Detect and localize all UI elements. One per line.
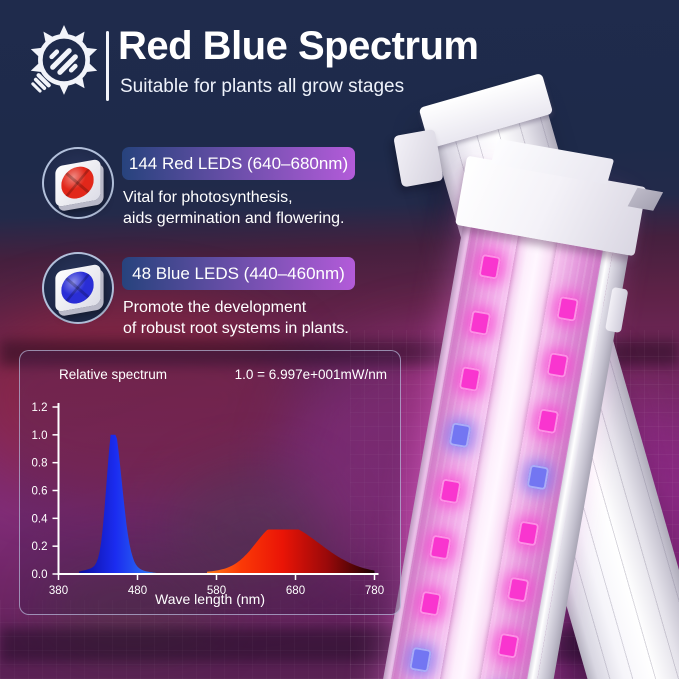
red-leds-badge-label: 144 Red LEDS (640–680nm) — [128, 153, 349, 173]
x-tick-label: 580 — [207, 585, 226, 597]
led-chip-dome — [61, 268, 94, 307]
blue-leds-badge-label: 48 Blue LEDS (440–460nm) — [132, 263, 345, 283]
red-leds-description: Vital for photosynthesis, aids germinati… — [123, 187, 344, 229]
y-tick-label: 0.0 — [32, 569, 48, 581]
x-tick-label: 480 — [128, 585, 147, 597]
red-led — [496, 632, 520, 659]
red-led-chip — [42, 147, 114, 219]
spectrum-chart: 0.0 0.2 0.4 0.6 0.8 1.0 1.2 380 480 580 680 780 — [32, 402, 385, 597]
y-tick-label: 0.8 — [32, 458, 48, 470]
chart-x-axis-label: Wave length (nm) — [155, 591, 265, 607]
y-tick-label: 0.6 — [32, 486, 48, 498]
y-tick-label: 1.2 — [32, 402, 48, 414]
red-led — [419, 590, 442, 617]
red-led — [506, 576, 530, 603]
red-led — [468, 309, 492, 336]
y-tick-label: 0.2 — [32, 541, 48, 553]
blue-led-chip — [42, 252, 114, 324]
mounting-bracket — [393, 128, 444, 188]
red-led — [556, 295, 579, 322]
led-chip-dome — [61, 163, 94, 202]
page-title: Red Blue Spectrum — [118, 24, 479, 68]
grow-tent-mesh-texture — [0, 600, 420, 679]
blue-led — [409, 646, 432, 673]
spectrum-curve-blue — [79, 434, 201, 574]
red-led — [438, 478, 462, 505]
red-led — [536, 408, 560, 435]
blue-leds-description: Promote the development of robust root s… — [123, 297, 349, 339]
red-led — [428, 534, 452, 561]
y-tick-label: 0.4 — [32, 513, 49, 525]
led-chip-package — [55, 158, 101, 208]
chart-title: Relative spectrum — [59, 367, 168, 382]
red-led — [546, 352, 570, 379]
red-led — [478, 253, 502, 280]
red-leds-description-line2: aids germination and flowering. — [123, 210, 345, 227]
x-tick-label: 380 — [49, 585, 68, 597]
spectrum-chart-panel: Relative spectrum 1.0 = 6.997e+001mW/nm … — [19, 350, 401, 615]
chart-scale-note: 1.0 = 6.997e+001mW/nm — [234, 367, 387, 382]
page-subtitle: Suitable for plants all grow stages — [120, 76, 405, 97]
y-tick-label: 1.0 — [32, 430, 48, 442]
spectrum-curve-red — [207, 529, 375, 574]
red-leds-badge: 144 Red LEDS (640–680nm) — [122, 147, 355, 180]
red-led — [516, 520, 540, 547]
header-divider — [106, 31, 109, 101]
background-dark-band — [0, 628, 679, 662]
x-tick-label: 680 — [286, 585, 305, 597]
blue-led — [526, 464, 550, 491]
led-chip-package — [55, 263, 101, 313]
blue-leds-description-line1: Promote the development — [123, 299, 307, 316]
blue-led — [448, 422, 472, 449]
x-tick-label: 780 — [365, 585, 384, 597]
grow-light-bulb-icon — [30, 25, 98, 95]
blue-leds-badge: 48 Blue LEDS (440–460nm) — [122, 257, 355, 290]
blue-leds-description-line2: of robust root systems in plants. — [123, 320, 349, 337]
red-led — [458, 366, 482, 393]
red-leds-description-line1: Vital for photosynthesis, — [123, 189, 293, 206]
background-blur-red-plants — [0, 300, 300, 500]
